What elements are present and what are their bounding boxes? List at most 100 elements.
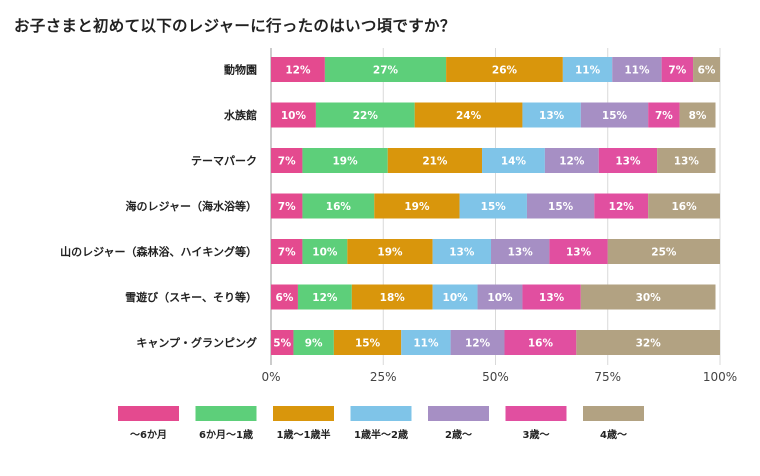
data-label: 10%	[312, 247, 338, 259]
data-label: 7%	[278, 247, 296, 259]
category-label: 雪遊び（スキー、そり等）	[125, 290, 257, 304]
bar-segment	[661, 57, 694, 82]
data-label: 8%	[689, 110, 707, 122]
data-label: 22%	[353, 110, 379, 122]
data-label: 9%	[305, 338, 323, 350]
data-label: 21%	[422, 156, 448, 168]
bar-segment	[504, 330, 577, 355]
data-label: 10%	[281, 110, 307, 122]
bar-segment	[648, 193, 720, 219]
data-label: 13%	[449, 247, 475, 259]
bar-segment	[315, 102, 415, 128]
bar-segment	[648, 102, 680, 128]
data-label: 6%	[276, 292, 294, 304]
legend-swatch	[118, 406, 179, 421]
legend-swatch	[428, 406, 489, 421]
bar-segment	[351, 284, 433, 310]
data-label: 32%	[636, 338, 662, 350]
bar-segment	[271, 193, 303, 219]
bar-segment	[693, 57, 720, 82]
data-label: 12%	[609, 201, 635, 213]
category-label: 海のレジャー（海水浴等）	[126, 199, 257, 213]
bar-segment	[679, 102, 716, 128]
data-label: 19%	[333, 156, 359, 168]
bar-segment	[544, 148, 599, 173]
bar-segment	[271, 330, 294, 355]
legend-label: 1歳〜1歳半	[277, 428, 331, 441]
data-label: 11%	[624, 65, 650, 77]
legend-swatch	[273, 406, 334, 421]
legend-label: 6か月〜1歳	[199, 428, 253, 441]
data-label: 13%	[508, 247, 534, 259]
bar-segment	[477, 284, 523, 310]
bar-segment	[594, 193, 649, 219]
data-label: 12%	[285, 65, 311, 77]
bar-segment	[333, 330, 402, 355]
data-label: 16%	[672, 201, 698, 213]
data-label: 5%	[273, 338, 291, 350]
data-label: 16%	[528, 338, 554, 350]
bar-segment	[522, 102, 581, 128]
data-label: 15%	[481, 201, 507, 213]
x-tick-label: 75%	[594, 370, 621, 384]
data-label: 13%	[615, 156, 641, 168]
bar-segment	[302, 148, 388, 173]
data-label: 15%	[355, 338, 381, 350]
x-tick-label: 25%	[370, 370, 397, 384]
bar-segment	[271, 57, 325, 82]
bar-segment	[297, 284, 352, 310]
bar-segment	[446, 57, 563, 82]
bar-segment	[414, 102, 523, 128]
bar-segment	[293, 330, 334, 355]
bar-segment	[271, 284, 298, 310]
bar-segment	[347, 239, 433, 264]
data-label: 15%	[548, 201, 574, 213]
bar-segment	[459, 193, 527, 219]
legend-swatch	[583, 406, 644, 421]
bar-segment	[598, 148, 658, 173]
x-tick-label: 0%	[261, 370, 280, 384]
bar-segment	[432, 239, 492, 264]
category-label: テーマパーク	[191, 155, 257, 168]
bar-segment	[576, 330, 720, 355]
data-label: 13%	[539, 110, 565, 122]
data-label: 25%	[651, 247, 677, 259]
category-label: キャンプ・グランピング	[136, 336, 257, 350]
data-label: 6%	[698, 65, 716, 77]
data-label: 26%	[492, 65, 518, 77]
category-label: 動物園	[224, 63, 257, 77]
bar-segment	[612, 57, 662, 82]
bar-segment	[549, 239, 608, 264]
data-label: 7%	[278, 156, 296, 168]
legend-label: 1歳半〜2歳	[354, 428, 408, 441]
data-label: 19%	[404, 201, 430, 213]
bar-segment	[271, 239, 303, 264]
bar-segment	[374, 193, 460, 219]
category-label: 山のレジャー（森林浴、ハイキング等）	[60, 245, 257, 259]
bar-segment	[302, 239, 348, 264]
category-label: 水族館	[224, 108, 257, 122]
legend-label: 3歳〜	[523, 428, 550, 441]
bar-segment	[401, 330, 451, 355]
bar-segment	[387, 148, 483, 173]
data-label: 19%	[377, 247, 403, 259]
bar-segment	[657, 148, 716, 173]
data-label: 24%	[456, 110, 482, 122]
data-label: 12%	[465, 338, 491, 350]
bar-segment	[526, 193, 595, 219]
bar-segment	[482, 148, 545, 173]
legend-swatch	[505, 406, 567, 421]
data-label: 15%	[602, 110, 628, 122]
bar-segment	[450, 330, 505, 355]
bar-segment	[562, 57, 613, 82]
data-label: 27%	[373, 65, 399, 77]
legend-swatch	[350, 406, 412, 421]
legend-label: 〜6か月	[130, 429, 167, 441]
data-label: 16%	[326, 201, 352, 213]
data-label: 18%	[380, 292, 406, 304]
data-label: 7%	[668, 65, 686, 77]
data-label: 12%	[312, 292, 338, 304]
bar-segment	[302, 193, 375, 219]
data-label: 11%	[575, 65, 601, 77]
